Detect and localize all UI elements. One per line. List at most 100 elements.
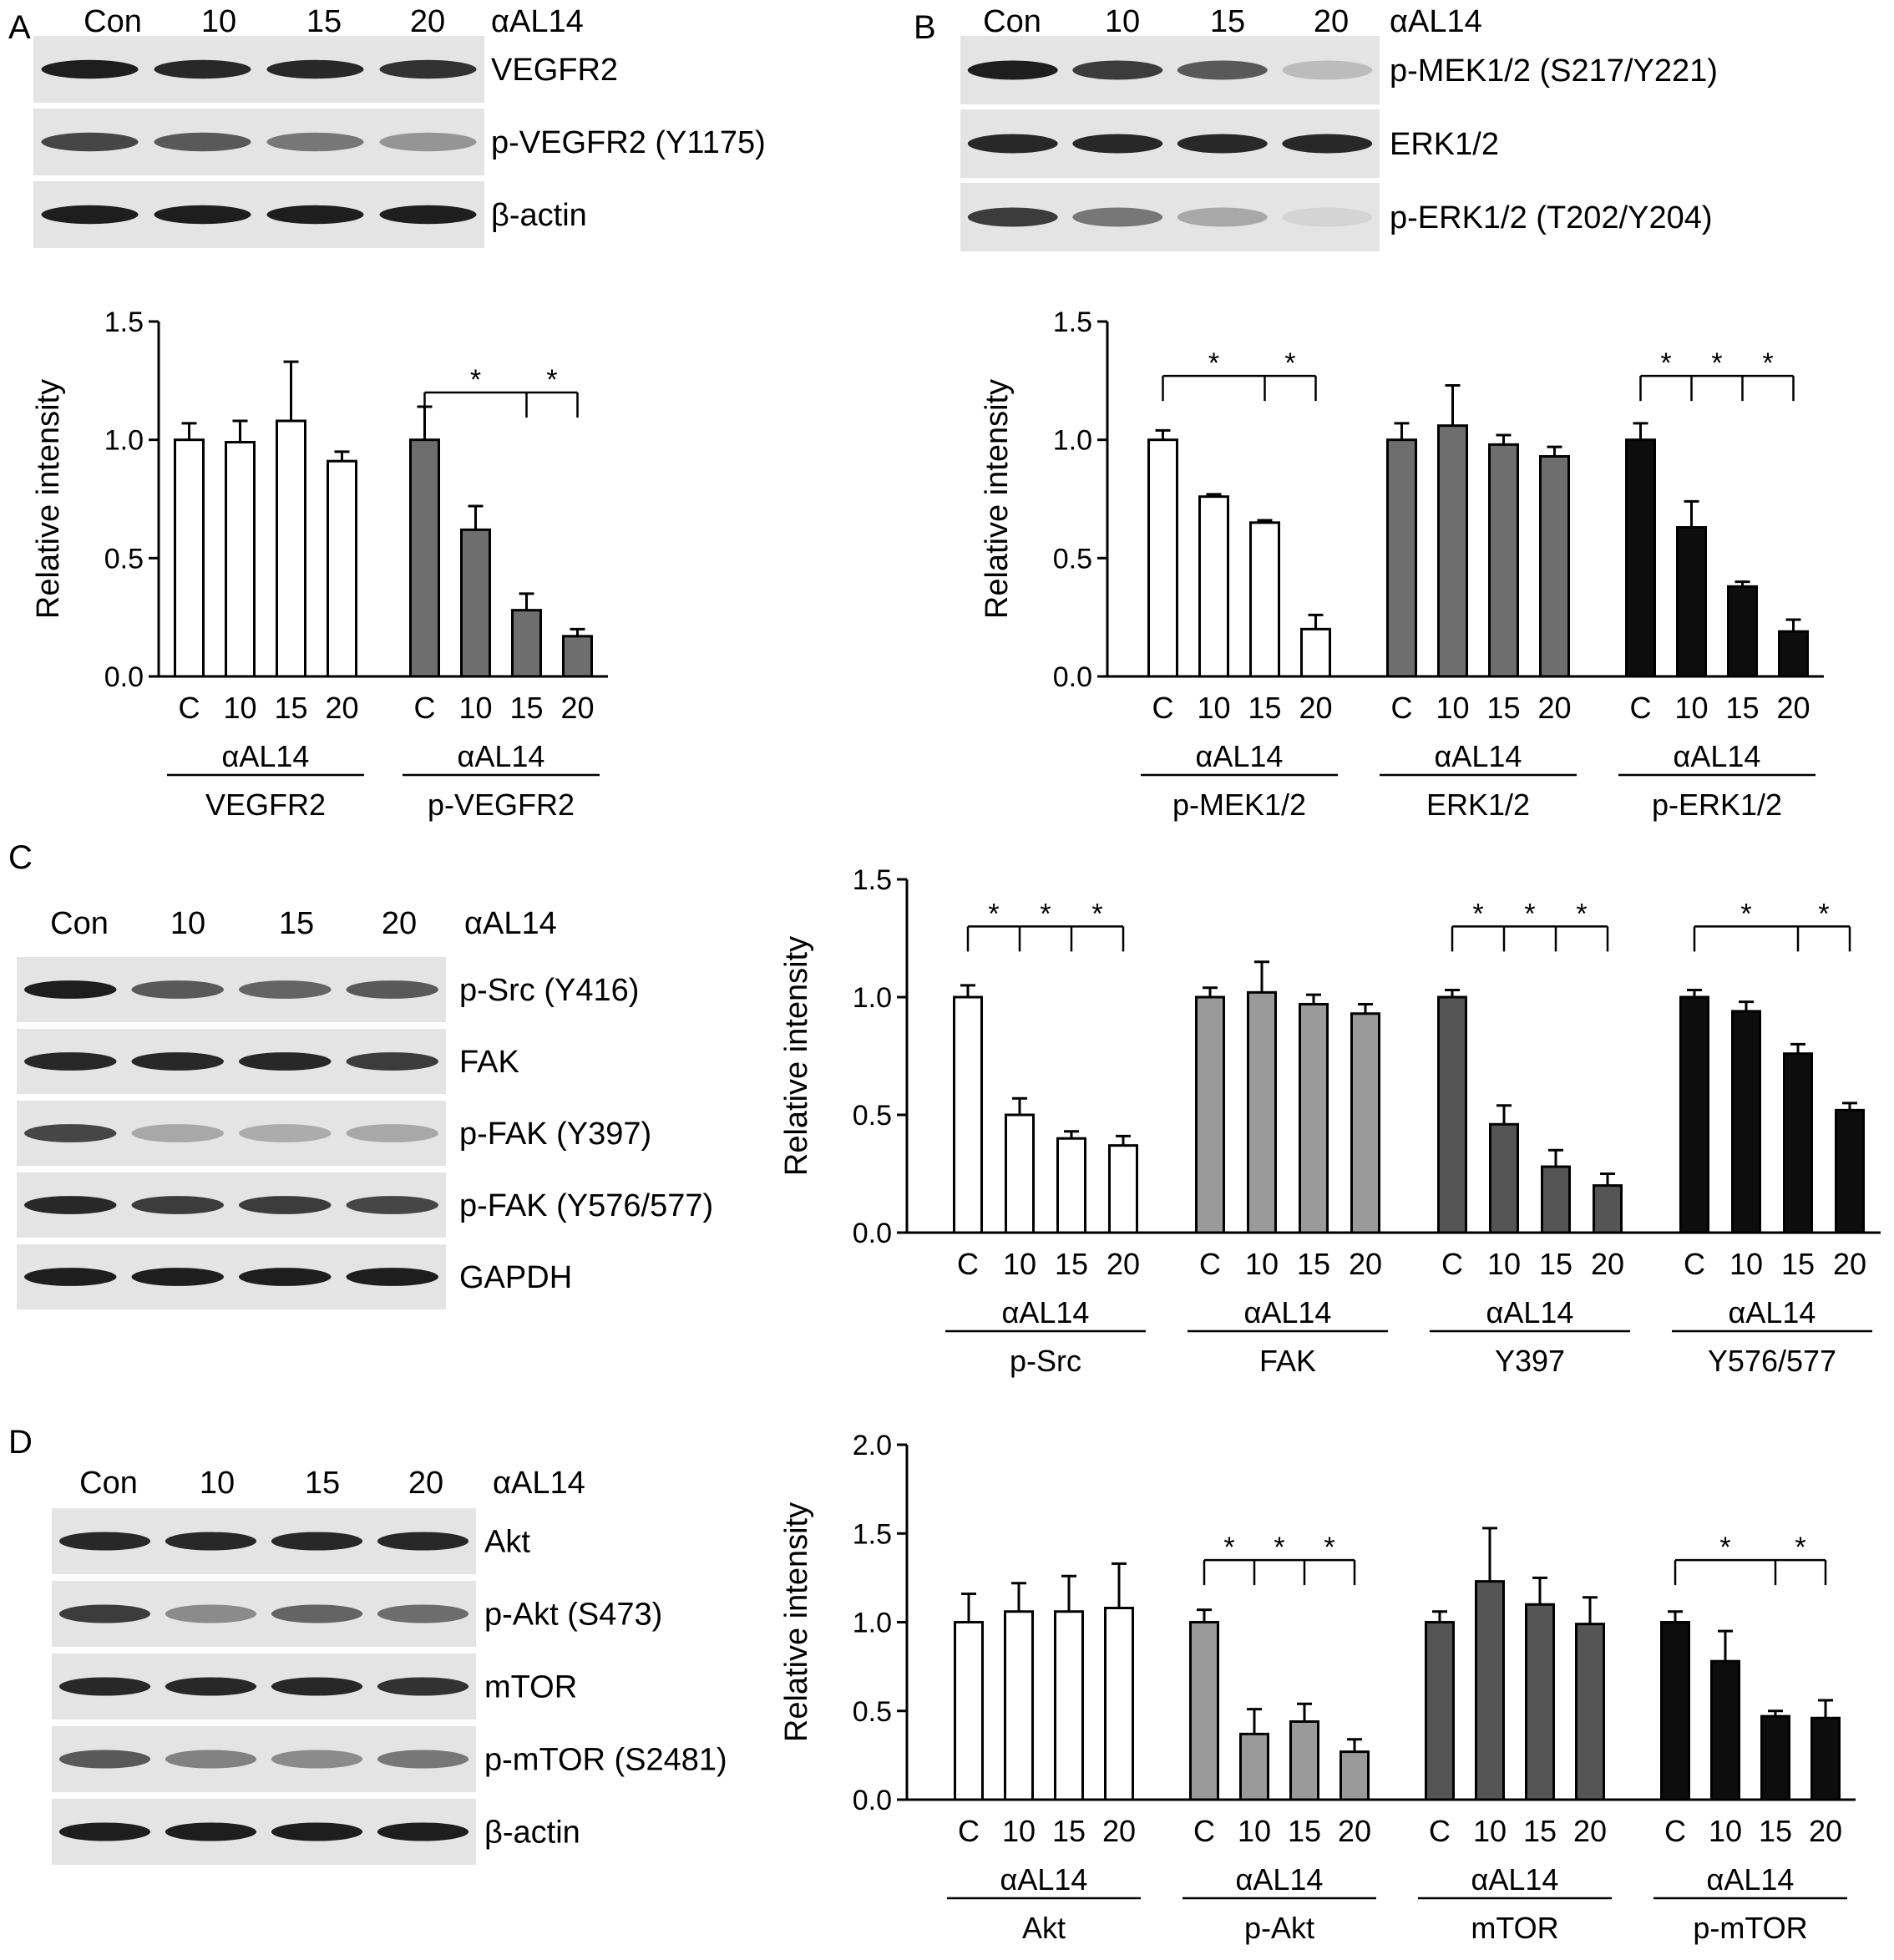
bar: [1660, 1621, 1690, 1801]
x-tick-label: 15: [1759, 1814, 1792, 1848]
y-axis-label: Relative intensity: [980, 379, 1015, 619]
group-name-label: mTOR: [1471, 1911, 1558, 1945]
blot-band: [238, 1052, 332, 1071]
y-tick-label: 1.0: [104, 425, 144, 457]
blot-band: [346, 1124, 439, 1142]
blot-band: [23, 1052, 117, 1071]
x-tick-label: 20: [1299, 691, 1332, 725]
y-tick-label: 1.0: [853, 982, 892, 1014]
blot-band: [23, 1196, 117, 1214]
group-treatment-label: αAL14: [222, 739, 310, 773]
blot-row-label: VEGFR2: [491, 53, 618, 88]
panel-letter-c: C: [8, 839, 33, 876]
bar: [511, 609, 542, 678]
blot-band: [131, 1052, 225, 1071]
blot-row-label: p-mTOR (S2481): [484, 1743, 727, 1778]
blot-band: [379, 205, 477, 225]
group-treatment-label: αAL14: [1486, 1295, 1574, 1329]
bar: [1189, 1621, 1219, 1801]
blot-band: [154, 132, 251, 152]
blot-row-label: p-FAK (Y397): [459, 1117, 651, 1152]
x-tick-label: 20: [1338, 1814, 1371, 1848]
blot-band: [377, 1677, 469, 1696]
bar: [1575, 1623, 1605, 1801]
group-name-label: VEGFR2: [205, 788, 326, 822]
blot-row-label: ERK1/2: [1390, 127, 1499, 162]
x-tick-label: 15: [1725, 691, 1759, 725]
group-treatment-label: αAL14: [1729, 1295, 1816, 1329]
significance-star: *: [1324, 1532, 1334, 1563]
bar: [954, 1621, 984, 1801]
x-tick-label: 15: [1486, 691, 1520, 725]
y-tick-label: 0.0: [853, 1218, 892, 1249]
bar-chart-d: 0.0 0.5 1.0 1.5 2.0 Relative intensity C 10 15 20…: [779, 1430, 1856, 1945]
blot-band: [165, 1822, 257, 1841]
y-axis-label: Relative intensity: [31, 379, 66, 619]
x-tick-label: 20: [1591, 1247, 1624, 1281]
bar: [1731, 1010, 1761, 1234]
significance-star: *: [1040, 898, 1051, 929]
blot-row-label: p-Src (Y416): [459, 973, 639, 1008]
blot-band: [165, 1750, 257, 1769]
bar: [1679, 995, 1709, 1234]
bar: [1350, 1012, 1380, 1234]
y-tick-label: 0.0: [1053, 661, 1092, 693]
bar: [1437, 424, 1468, 678]
blot-band: [377, 1532, 469, 1551]
x-tick-label: C: [1429, 1814, 1451, 1848]
blot-band: [346, 980, 439, 999]
y-tick-label: 1.5: [853, 864, 892, 896]
x-tick-label: 10: [1709, 1814, 1742, 1848]
blot-band: [131, 980, 225, 999]
blot-band: [379, 59, 477, 79]
significance-star: *: [1660, 347, 1671, 379]
x-tick-label: C: [1199, 1247, 1221, 1281]
significance-star: *: [1711, 347, 1722, 379]
lane-label: 15: [279, 906, 314, 941]
blot-band: [165, 1677, 257, 1696]
blot-band: [58, 1822, 151, 1841]
group-name-label: FAK: [1259, 1344, 1316, 1378]
significance-star: *: [1524, 898, 1535, 929]
blot-band: [346, 1196, 439, 1214]
group-name-label: p-MEK1/2: [1172, 788, 1306, 822]
group-treatment-label: αAL14: [1674, 739, 1761, 773]
treatment-label: αAL14: [1390, 4, 1482, 39]
bar: [1005, 1113, 1035, 1234]
blot-band: [238, 1196, 332, 1214]
x-tick-label: 10: [1002, 1814, 1036, 1848]
significance-star: *: [1576, 898, 1587, 929]
x-tick-label: C: [1664, 1814, 1686, 1848]
x-tick-label: 15: [1055, 1247, 1088, 1281]
bar: [1760, 1714, 1790, 1801]
significance-star: *: [1818, 898, 1829, 929]
x-tick-label: 20: [1833, 1247, 1866, 1281]
bar: [1525, 1603, 1555, 1801]
group-name-label: p-VEGFR2: [428, 788, 575, 822]
y-tick-label: 0.5: [853, 1100, 892, 1132]
group-name-label: p-Akt: [1244, 1911, 1314, 1945]
y-axis-label: Relative intensity: [779, 1502, 814, 1742]
lane-label: 15: [306, 4, 342, 39]
x-tick-label: 20: [1776, 691, 1810, 725]
group-treatment-label: αAL14: [1244, 1295, 1332, 1329]
blot-band: [271, 1677, 363, 1696]
blot-row-label: β-actin: [484, 1816, 580, 1851]
blot-band: [165, 1532, 257, 1551]
bar: [1541, 1165, 1571, 1234]
lane-label: Con: [84, 4, 142, 39]
x-tick-label: C: [414, 691, 436, 725]
x-tick-label: 20: [1573, 1814, 1607, 1848]
x-tick-label: 20: [560, 691, 594, 725]
group-treatment-label: αAL14: [1707, 1862, 1795, 1897]
x-tick-label: 10: [1674, 691, 1708, 725]
significance-star: *: [1208, 347, 1219, 379]
blot-band: [238, 1268, 332, 1286]
blot-band: [377, 1822, 469, 1841]
lane-label: 20: [382, 906, 417, 941]
significance-star: *: [1284, 347, 1295, 379]
x-tick-label: C: [1391, 691, 1413, 725]
y-tick-label: 1.5: [853, 1518, 892, 1550]
blot-band: [346, 1052, 439, 1071]
bar: [1239, 1732, 1269, 1801]
